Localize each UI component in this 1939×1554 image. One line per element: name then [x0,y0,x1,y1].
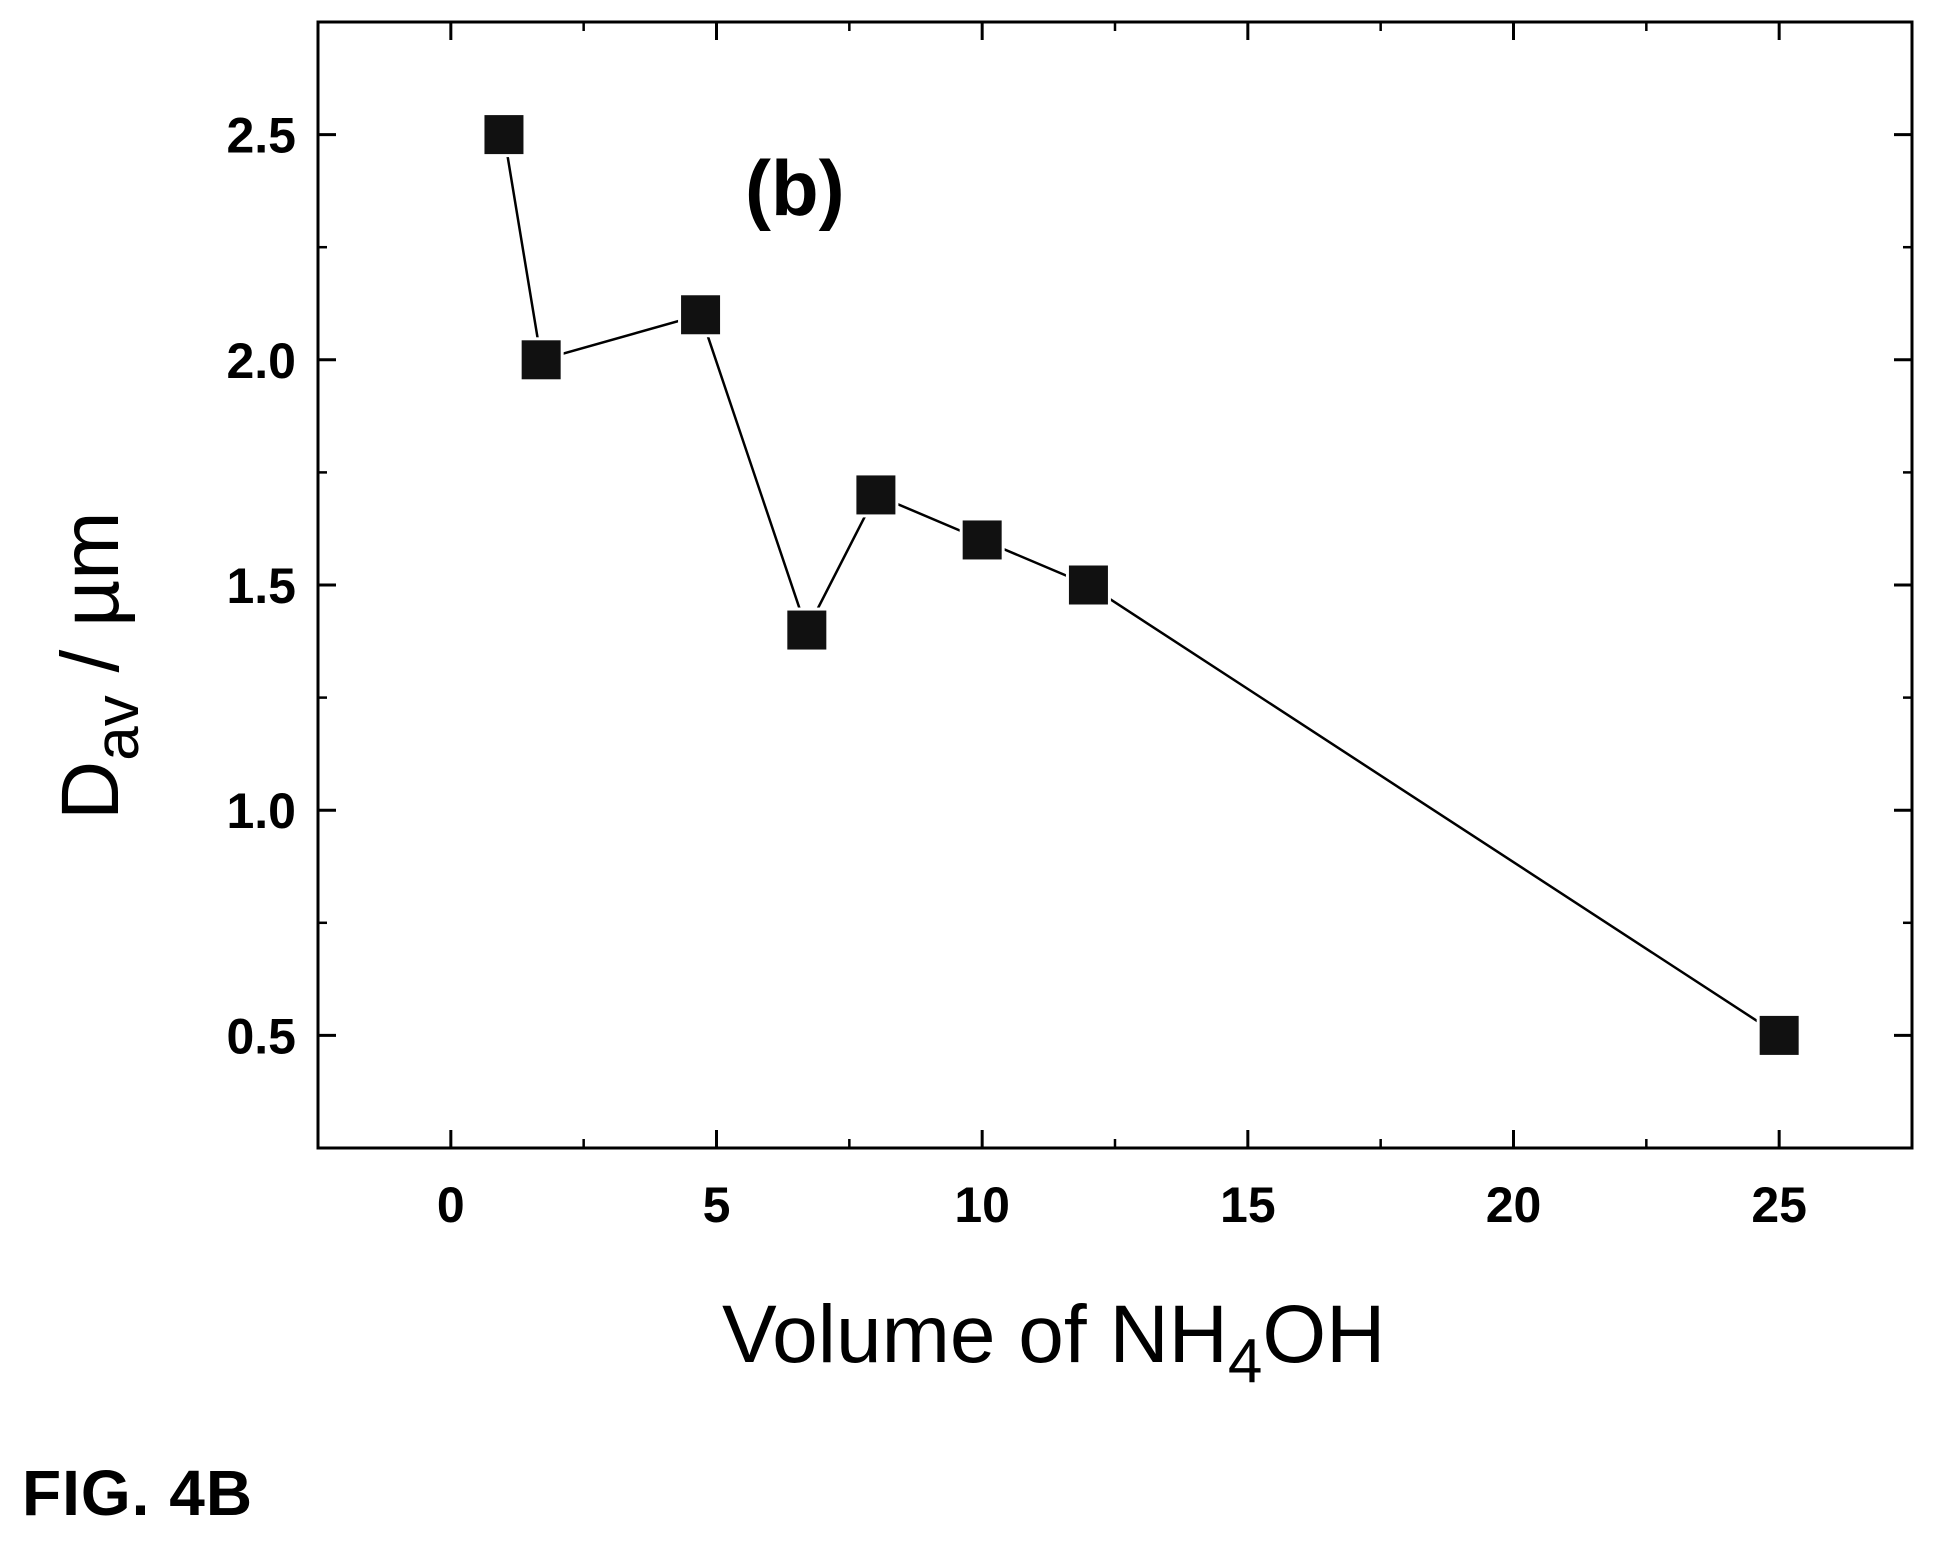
y-tick-label: 2.0 [226,333,296,389]
y-axis-title-suffix: / µm [45,511,136,695]
plot-frame [316,20,1914,1150]
x-tick-label: 5 [703,1177,731,1233]
x-axis-title-subscript: 4 [1228,1327,1262,1396]
x-tick-label: 10 [954,1177,1010,1233]
major-ticks [318,22,1912,1148]
y-tick-labels: 0.5 1.0 1.5 2.0 2.5 [226,108,296,1065]
x-tick-label: 0 [437,1177,465,1233]
x-tick-label: 15 [1220,1177,1276,1233]
y-tick-label: 1.5 [226,558,296,614]
data-point-marker [959,517,1005,563]
x-axis-title-main: Volume of NH [722,1289,1228,1380]
panel-label: (b) [745,144,845,232]
y-axis-title-subscript: av [83,695,152,760]
x-axis-title: Volume of NH4OH [722,1289,1385,1396]
x-tick-label: 20 [1486,1177,1542,1233]
y-axis-title-main: D [45,761,136,820]
data-point-marker [853,472,899,518]
data-point-marker [678,292,724,338]
y-axis-title: Dav / µm [45,511,152,820]
data-point-marker [481,112,527,158]
data-point-marker [518,337,564,383]
data-point-marker [1756,1012,1802,1058]
x-tick-label: 25 [1751,1177,1807,1233]
minor-ticks [316,20,1914,1150]
series-line [502,134,1780,1037]
y-tick-label: 2.5 [226,108,296,164]
data-point-marker [1065,562,1111,608]
x-axis-title-suffix: OH [1262,1289,1385,1380]
figure-caption: FIG. 4B [22,1457,254,1529]
data-point-marker [784,607,830,653]
y-tick-label: 1.0 [226,783,296,839]
x-tick-labels: 0 5 10 15 20 25 [437,1177,1807,1233]
data-markers [481,112,1802,1058]
y-tick-label: 0.5 [226,1008,296,1064]
